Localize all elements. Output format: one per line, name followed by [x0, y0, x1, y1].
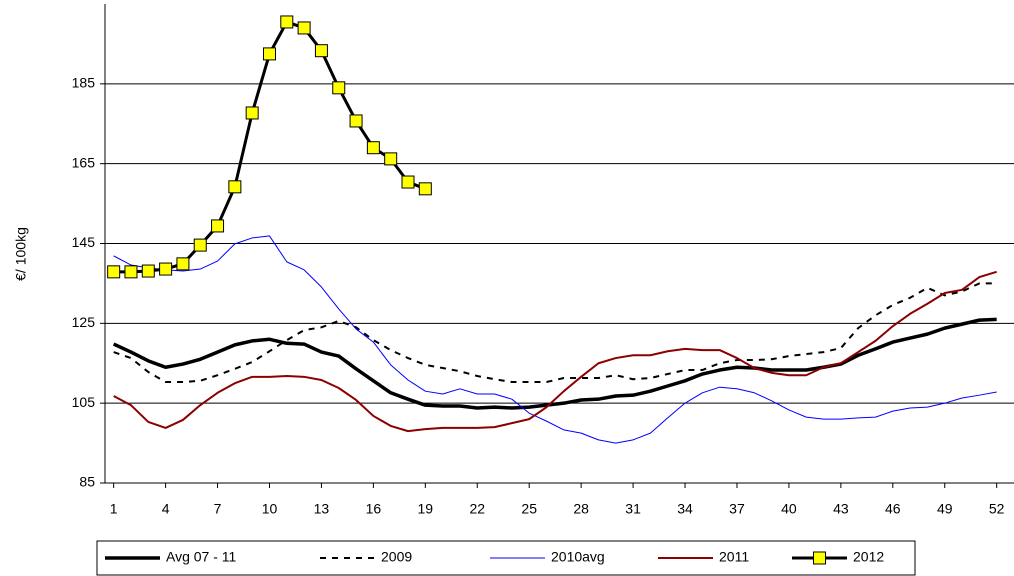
y-tick-label: 85: [79, 474, 95, 490]
x-tick-label: 28: [573, 501, 589, 517]
y-tick-label: 125: [72, 314, 96, 330]
series-line: [113, 270, 997, 433]
y-tick-label: 185: [72, 75, 96, 91]
legend-label: 2011: [719, 549, 749, 565]
y-tick-label: 105: [72, 394, 96, 410]
point-marker: [193, 238, 207, 252]
x-tick-label: 19: [418, 501, 434, 517]
x-tick-label: 46: [885, 501, 901, 517]
x-tick-label: 16: [366, 501, 382, 517]
point-marker: [280, 15, 294, 29]
point-marker: [141, 264, 155, 278]
x-tick-label: 40: [781, 501, 797, 517]
x-tick-label: 7: [214, 501, 222, 517]
y-tick-label: 145: [72, 234, 96, 250]
legend-label: 2010avg: [551, 549, 605, 565]
point-marker: [228, 180, 242, 194]
point-marker: [124, 265, 138, 279]
point-marker: [349, 114, 363, 128]
x-tick-label: 1: [110, 501, 118, 517]
x-tick-label: 43: [833, 501, 849, 517]
x-tick-label: 31: [625, 501, 641, 517]
point-marker: [332, 81, 346, 95]
legend-label: 2012: [853, 549, 884, 565]
series-line: [113, 282, 997, 384]
point-marker: [366, 141, 380, 155]
x-tick-label: 49: [937, 501, 953, 517]
y-axis-label: €/ 100kg: [13, 227, 29, 281]
point-marker: [107, 265, 121, 279]
series-line: [113, 235, 997, 444]
legend-label: Avg 07 - 11: [166, 549, 237, 565]
point-marker: [418, 182, 432, 196]
legend-label: 2009: [381, 549, 412, 565]
point-marker: [159, 262, 173, 276]
point-marker: [176, 257, 190, 271]
x-tick-label: 13: [314, 501, 330, 517]
point-marker: [297, 21, 311, 35]
y-tick-label: 165: [72, 154, 96, 170]
legend-marker: [813, 551, 826, 565]
x-tick-label: 22: [469, 501, 485, 517]
x-tick-label: 52: [989, 501, 1005, 517]
point-marker: [314, 44, 328, 58]
x-tick-label: 37: [729, 501, 745, 517]
x-tick-label: 25: [521, 501, 537, 517]
point-marker: [245, 106, 259, 120]
x-tick-label: 4: [162, 501, 170, 517]
x-tick-label: 34: [677, 501, 693, 517]
point-marker: [384, 152, 398, 166]
point-marker: [401, 175, 415, 189]
x-tick-label: 10: [262, 501, 278, 517]
point-marker: [262, 47, 276, 61]
point-marker: [211, 219, 225, 233]
series-line: [112, 317, 997, 410]
